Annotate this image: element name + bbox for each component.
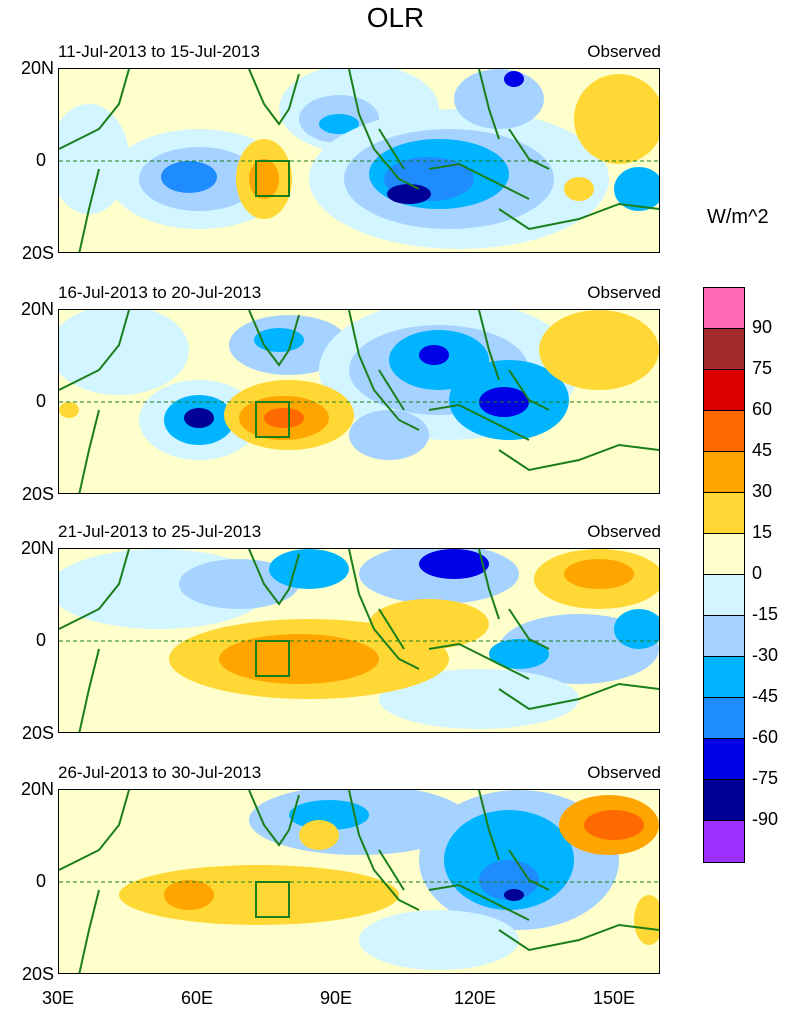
olr-contours-positive [169, 549, 659, 699]
panel-1-period: 11-Jul-2013 to 15-Jul-2013 [58, 42, 260, 61]
colorbar-tick-label: -90 [752, 809, 779, 829]
colorbar-units: W/m^2 [707, 206, 769, 228]
olr-contours-negative [59, 310, 579, 460]
map-panel-3 [58, 548, 660, 733]
panel-2-lat-20s: 20S [21, 484, 54, 504]
panel-4-lat-0: 0 [35, 871, 46, 891]
colorbar-swatch [704, 493, 744, 534]
colorbar-tick-label: 75 [752, 358, 773, 378]
colorbar-tick-label: -30 [752, 645, 779, 665]
panel-4-lat-20s: 20S [21, 964, 54, 984]
panel-1-tag: Observed [587, 42, 661, 61]
lon-label-90e: 90E [319, 988, 353, 1008]
lon-label-60e: 60E [180, 988, 214, 1008]
colorbar-tick-label: 45 [752, 440, 773, 460]
lon-label-120e: 120E [453, 988, 497, 1008]
colorbar-tick-label: 15 [752, 522, 773, 542]
coastlines [59, 790, 659, 973]
colorbar-swatch [704, 739, 744, 780]
colorbar-tick-label: -75 [752, 768, 779, 788]
panel-4-tag: Observed [587, 763, 661, 782]
colorbar-swatch [704, 698, 744, 739]
coastlines [59, 549, 659, 732]
olr-contours-positive [119, 795, 659, 945]
panel-4-period: 26-Jul-2013 to 30-Jul-2013 [58, 763, 262, 782]
colorbar-swatch [704, 288, 744, 329]
colorbar-swatch [704, 370, 744, 411]
index-box [255, 881, 290, 918]
coastlines [59, 310, 659, 493]
map-panel-4 [58, 789, 660, 974]
colorbar-tick-label: 0 [752, 563, 763, 583]
colorbar-swatch [704, 657, 744, 698]
colorbar-tick-label: -60 [752, 727, 779, 747]
colorbar-swatch [704, 452, 744, 493]
colorbar-tick-label: 30 [752, 481, 773, 501]
colorbar-swatch [704, 534, 744, 575]
lon-label-30e: 30E [41, 988, 75, 1008]
panel-4-lat-20n: 20N [20, 779, 54, 799]
panel-3-lat-20n: 20N [20, 538, 54, 558]
index-box [255, 640, 290, 677]
map-panel-1 [58, 68, 660, 253]
figure-title: OLR [366, 2, 425, 33]
colorbar-swatch [704, 821, 744, 862]
olr-contours-negative [59, 549, 659, 729]
panel-1-lat-20n: 20N [20, 58, 54, 78]
panel-3-period: 21-Jul-2013 to 25-Jul-2013 [58, 522, 262, 541]
colorbar-swatch [704, 616, 744, 657]
map-panel-2 [58, 309, 660, 494]
panel-3-lat-20s: 20S [21, 723, 54, 743]
olr-contours-negative [249, 790, 619, 970]
colorbar-swatch [704, 329, 744, 370]
panel-1-lat-0: 0 [35, 150, 46, 170]
colorbar [703, 287, 745, 863]
colorbar-tick-label: 60 [752, 399, 773, 419]
panel-2-lat-20n: 20N [20, 299, 54, 319]
panel-3-lat-0: 0 [35, 630, 46, 650]
panel-2-tag: Observed [587, 283, 661, 302]
panel-2-lat-0: 0 [35, 391, 46, 411]
colorbar-swatch [704, 575, 744, 616]
index-box [255, 160, 290, 197]
colorbar-tick-label: -45 [752, 686, 779, 706]
lon-label-150e: 150E [592, 988, 636, 1008]
panel-2-period: 16-Jul-2013 to 20-Jul-2013 [58, 283, 262, 302]
colorbar-tick-label: 90 [752, 317, 773, 337]
panel-1-lat-20s: 20S [21, 243, 54, 263]
colorbar-swatch [704, 411, 744, 452]
panel-3-tag: Observed [587, 522, 661, 541]
colorbar-tick-label: -15 [752, 604, 779, 624]
coastlines [59, 69, 659, 252]
colorbar-swatch [704, 780, 744, 821]
index-box [255, 401, 290, 438]
